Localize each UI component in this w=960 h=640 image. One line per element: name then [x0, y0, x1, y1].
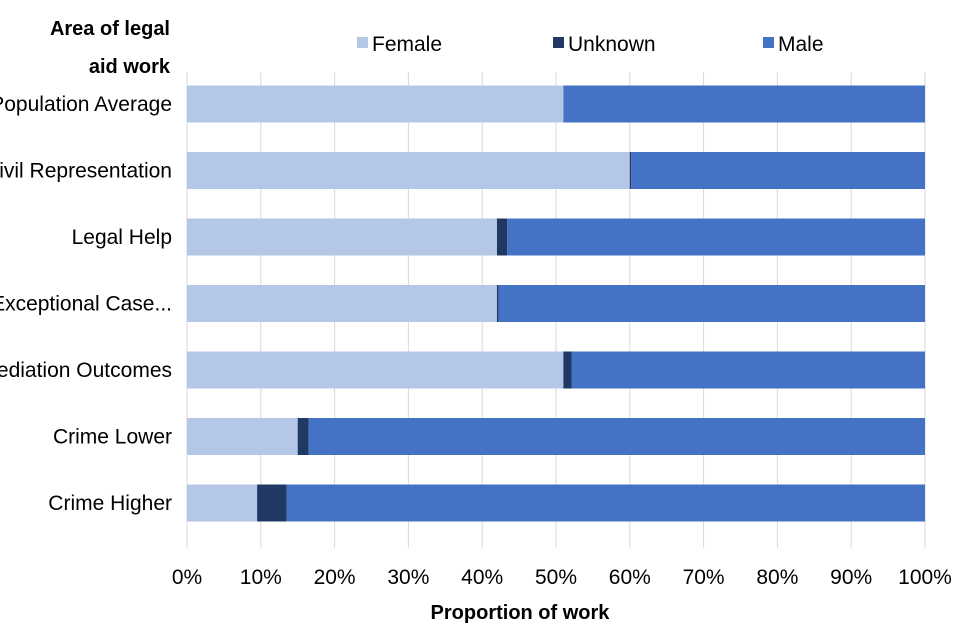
category-label: Crime Lower — [53, 426, 172, 449]
x-tick-label: 80% — [756, 566, 798, 589]
bar-male — [498, 285, 925, 322]
x-tick-label: 70% — [683, 566, 725, 589]
bar-male — [571, 351, 925, 389]
bar-female — [187, 484, 258, 522]
legend-label-male: Male — [778, 33, 824, 56]
bar-unknown — [496, 285, 499, 322]
x-tick-label: 40% — [461, 566, 503, 589]
legend-swatch-unknown — [553, 37, 564, 48]
x-axis-title: Proportion of work — [431, 602, 611, 624]
x-axis-tick-labels: 0% 10% 20% 30% 40% 50% 60% 70% 80% 90% 100% — [172, 566, 952, 589]
x-tick-label: 100% — [898, 566, 952, 589]
bar-unknown — [629, 152, 632, 189]
bar-male — [631, 152, 925, 189]
legend-swatch-male — [763, 37, 774, 48]
category-label: Exceptional Case... — [0, 293, 172, 316]
bar-female — [187, 218, 497, 256]
bar-unknown — [563, 351, 572, 389]
category-labels: Population Average Civil Representation Le… — [0, 93, 172, 515]
bar-female — [187, 285, 497, 322]
x-tick-label: 10% — [240, 566, 282, 589]
bar-male — [308, 418, 925, 455]
bars — [187, 85, 925, 522]
bar-male — [286, 484, 925, 522]
legend-swatch-female — [357, 37, 368, 48]
x-tick-label: 20% — [314, 566, 356, 589]
x-tick-label: 60% — [609, 566, 651, 589]
legend-label-unknown: Unknown — [568, 33, 656, 56]
y-axis-title-line-1: Area of legal — [50, 18, 170, 40]
category-label: Crime Higher — [48, 492, 172, 515]
category-label: Civil Representation — [0, 160, 172, 183]
category-label: Population Average — [0, 93, 172, 116]
bar-male — [563, 85, 925, 123]
category-label: Legal Help — [72, 226, 172, 249]
bar-male — [507, 218, 925, 256]
legend-label-female: Female — [372, 33, 442, 56]
x-tick-label: 30% — [387, 566, 429, 589]
y-axis-title-line-2: aid work — [89, 56, 171, 78]
bar-female — [187, 152, 630, 189]
bar-female — [187, 418, 298, 455]
x-tick-label: 0% — [172, 566, 202, 589]
x-tick-label: 90% — [830, 566, 872, 589]
legend: Female Unknown Male — [357, 33, 824, 56]
category-label: Mediation Outcomes — [0, 359, 172, 382]
bar-unknown — [257, 484, 287, 522]
x-tick-label: 50% — [535, 566, 577, 589]
bar-female — [187, 85, 564, 123]
bar-female — [187, 351, 564, 389]
bar-unknown — [297, 418, 309, 455]
bar-unknown — [496, 218, 508, 256]
